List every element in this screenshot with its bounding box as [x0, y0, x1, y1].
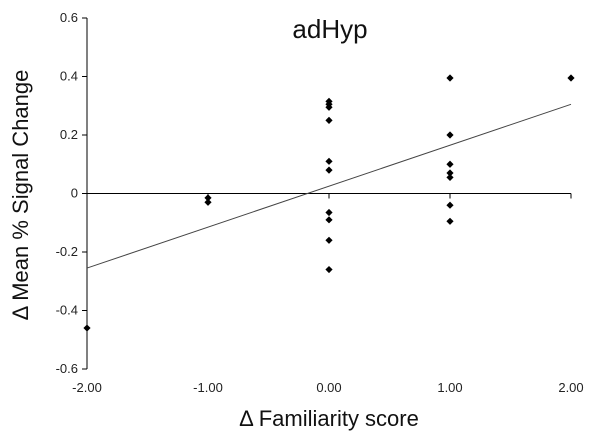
x-axis-label: Δ Familiarity score — [239, 406, 419, 431]
data-point — [567, 74, 575, 82]
trendline — [86, 103, 572, 269]
data-point — [204, 194, 212, 202]
data-points — [83, 74, 575, 332]
tick-labels: 0.6 0.4 0.2 0 -0.2 -0.4 -0.6 -2.00 -1.00 0.00 1.00… — [56, 10, 584, 395]
data-point — [446, 169, 454, 177]
data-point — [325, 208, 333, 217]
data-point — [325, 116, 333, 124]
data-point — [325, 166, 333, 174]
data-point — [325, 103, 333, 111]
y-tick-label: -0.4 — [56, 303, 78, 318]
y-tick-label: -0.2 — [56, 244, 78, 259]
x-tick-label: -1.00 — [193, 380, 223, 395]
data-point — [325, 265, 333, 274]
data-point — [83, 324, 91, 332]
x-tick-label: 1.00 — [437, 380, 462, 395]
data-point — [446, 201, 454, 209]
y-tick-label: 0 — [71, 186, 78, 201]
data-point — [446, 217, 454, 225]
axes — [82, 17, 572, 370]
y-tick-label: 0.4 — [60, 69, 78, 84]
data-point — [446, 74, 454, 82]
data-point — [446, 173, 454, 182]
y-tick-label: -0.6 — [56, 361, 78, 376]
y-tick-label: 0.6 — [60, 10, 78, 25]
data-point — [446, 131, 454, 139]
x-tick-label: -2.00 — [72, 380, 102, 395]
x-tick-label: 2.00 — [558, 380, 583, 395]
y-axis-label: Δ Mean % Signal Change — [8, 70, 33, 321]
trendline-group — [86, 103, 572, 269]
data-point — [204, 198, 212, 206]
data-point — [446, 160, 454, 168]
chart-title: adHyp — [292, 14, 367, 44]
data-point — [325, 157, 333, 165]
data-point — [325, 216, 333, 224]
data-point — [325, 236, 333, 244]
x-tick-label: 0.00 — [316, 380, 341, 395]
y-tick-label: 0.2 — [60, 127, 78, 142]
